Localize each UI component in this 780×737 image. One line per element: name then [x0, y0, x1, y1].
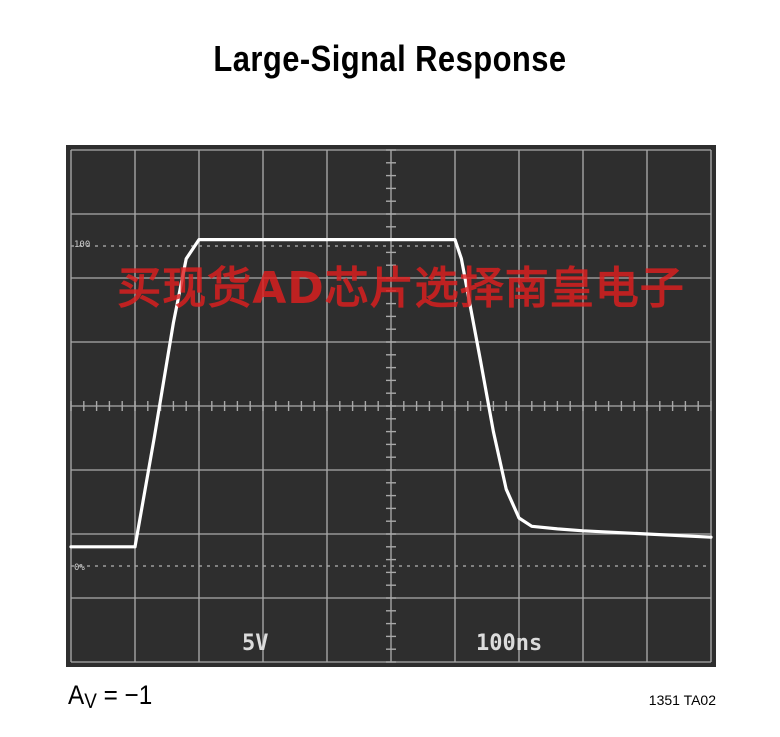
- time-scale-readout: 100ns: [476, 631, 542, 656]
- graticule-minor-ticks: [70, 149, 712, 663]
- gain-subscript: V: [84, 690, 97, 713]
- gain-label: AV = −1: [68, 680, 152, 714]
- watermark-text: 买现货AD芯片选择南皇电子: [117, 263, 685, 314]
- gain-suffix: = −1: [96, 680, 153, 710]
- gain-prefix: A: [68, 680, 85, 710]
- vertical-scale-readout: 5V: [242, 631, 269, 656]
- chart-title: Large-Signal Response: [213, 38, 567, 79]
- oscilloscope-screen: 100 0% 5V 100ns: [66, 145, 716, 667]
- reference-marker-0: 0%: [74, 563, 85, 573]
- figure-id: 1351 TA02: [648, 692, 716, 708]
- reference-dotted-lines: [71, 245, 711, 567]
- signal-trace: [69, 238, 713, 549]
- reference-marker-100: 100: [74, 240, 90, 250]
